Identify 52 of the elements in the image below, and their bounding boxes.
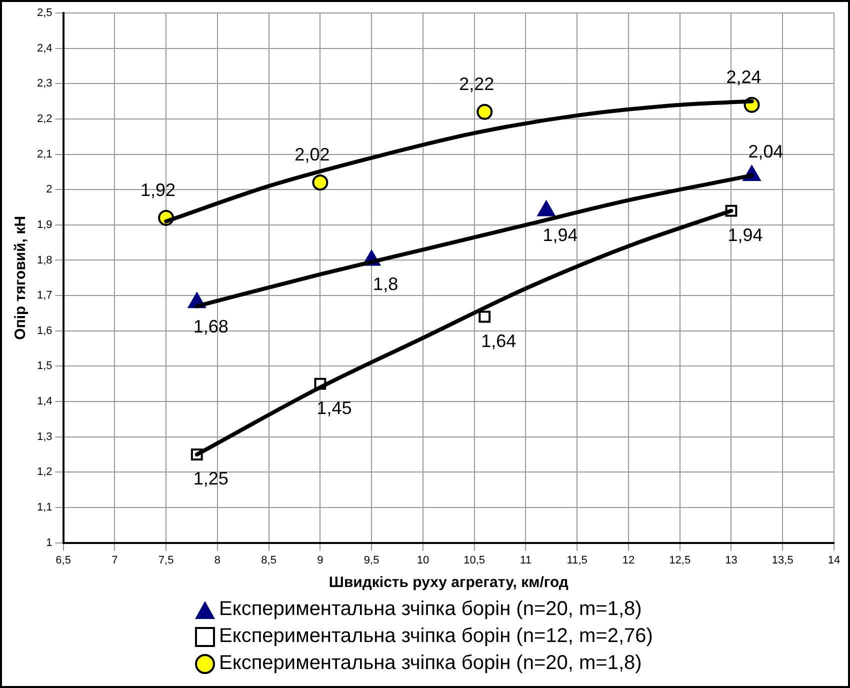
- data-label: 1,94: [728, 224, 763, 245]
- data-label: 1,92: [140, 180, 176, 200]
- data-label: 1,45: [316, 398, 352, 418]
- y-axis-title: Опір тяговий, кН: [12, 216, 30, 340]
- x-tick-label: 9: [317, 554, 324, 566]
- x-tick-label: 12: [622, 554, 635, 566]
- x-tick-label: 11: [520, 554, 532, 566]
- y-tick-label: 2,4: [36, 42, 52, 54]
- y-tick-label: 2,1: [36, 148, 52, 160]
- y-tick-label: 2,3: [36, 78, 52, 90]
- data-label: 2,22: [459, 74, 494, 94]
- data-label: 2,24: [726, 66, 762, 87]
- y-tick-label: 1,3: [36, 430, 52, 443]
- x-tick-label: 8,5: [261, 554, 276, 566]
- x-tick-label: 10: [416, 554, 430, 566]
- x-tick-label: 9,5: [364, 554, 380, 566]
- x-axis-title: Швидкість руху агрегату, км/год: [328, 574, 569, 592]
- y-tick-label: 1,8: [36, 254, 52, 266]
- data-label: 1,8: [373, 274, 398, 294]
- y-tick-label: 1,6: [36, 324, 52, 337]
- x-tick-label: 10,5: [464, 554, 486, 566]
- x-tick-label: 14: [828, 554, 840, 566]
- x-tick-label: 8: [214, 554, 220, 566]
- x-tick-label: 6,5: [56, 554, 71, 566]
- y-tick-label: 1: [46, 536, 52, 549]
- y-tick-label: 1,5: [36, 360, 52, 372]
- point: [312, 174, 328, 191]
- legend-label: Експериментальна зчіпка борін (n=12, m=2,76): [219, 624, 653, 649]
- data-label: 2,02: [294, 144, 330, 165]
- x-tick-label: 13: [725, 554, 738, 566]
- x-tick-label: 12,5: [669, 554, 691, 566]
- y-tick-label: 1,1: [36, 502, 52, 514]
- data-label: 2,04: [748, 141, 784, 162]
- y-tick-label: 2,2: [36, 112, 52, 125]
- x-tick-label: 11,5: [566, 554, 588, 566]
- x-tick-label: 13,5: [772, 554, 794, 566]
- y-tick-label: 2: [46, 184, 52, 196]
- data-label: 1,68: [193, 316, 228, 337]
- x-tick-label: 7,5: [158, 554, 174, 566]
- point: [476, 104, 493, 120]
- x-tick-label: 7: [112, 554, 118, 566]
- legend-label: Експериментальна зчіпка борін (n=20, m=1,8): [219, 651, 642, 676]
- data-label: 1,25: [193, 468, 228, 488]
- y-tick-label: 1,2: [36, 466, 52, 478]
- point: [478, 310, 491, 323]
- data-label: 1,94: [542, 224, 578, 245]
- y-tick-label: 1,9: [36, 218, 52, 231]
- y-tick-label: 1,7: [36, 290, 52, 302]
- data-label: 1,64: [481, 330, 516, 351]
- y-tick-label: 1,4: [36, 396, 52, 408]
- legend-label: Експериментальна зчіпка борін (n=20, m=1,8): [219, 597, 642, 622]
- y-tick-label: 2,5: [36, 7, 52, 20]
